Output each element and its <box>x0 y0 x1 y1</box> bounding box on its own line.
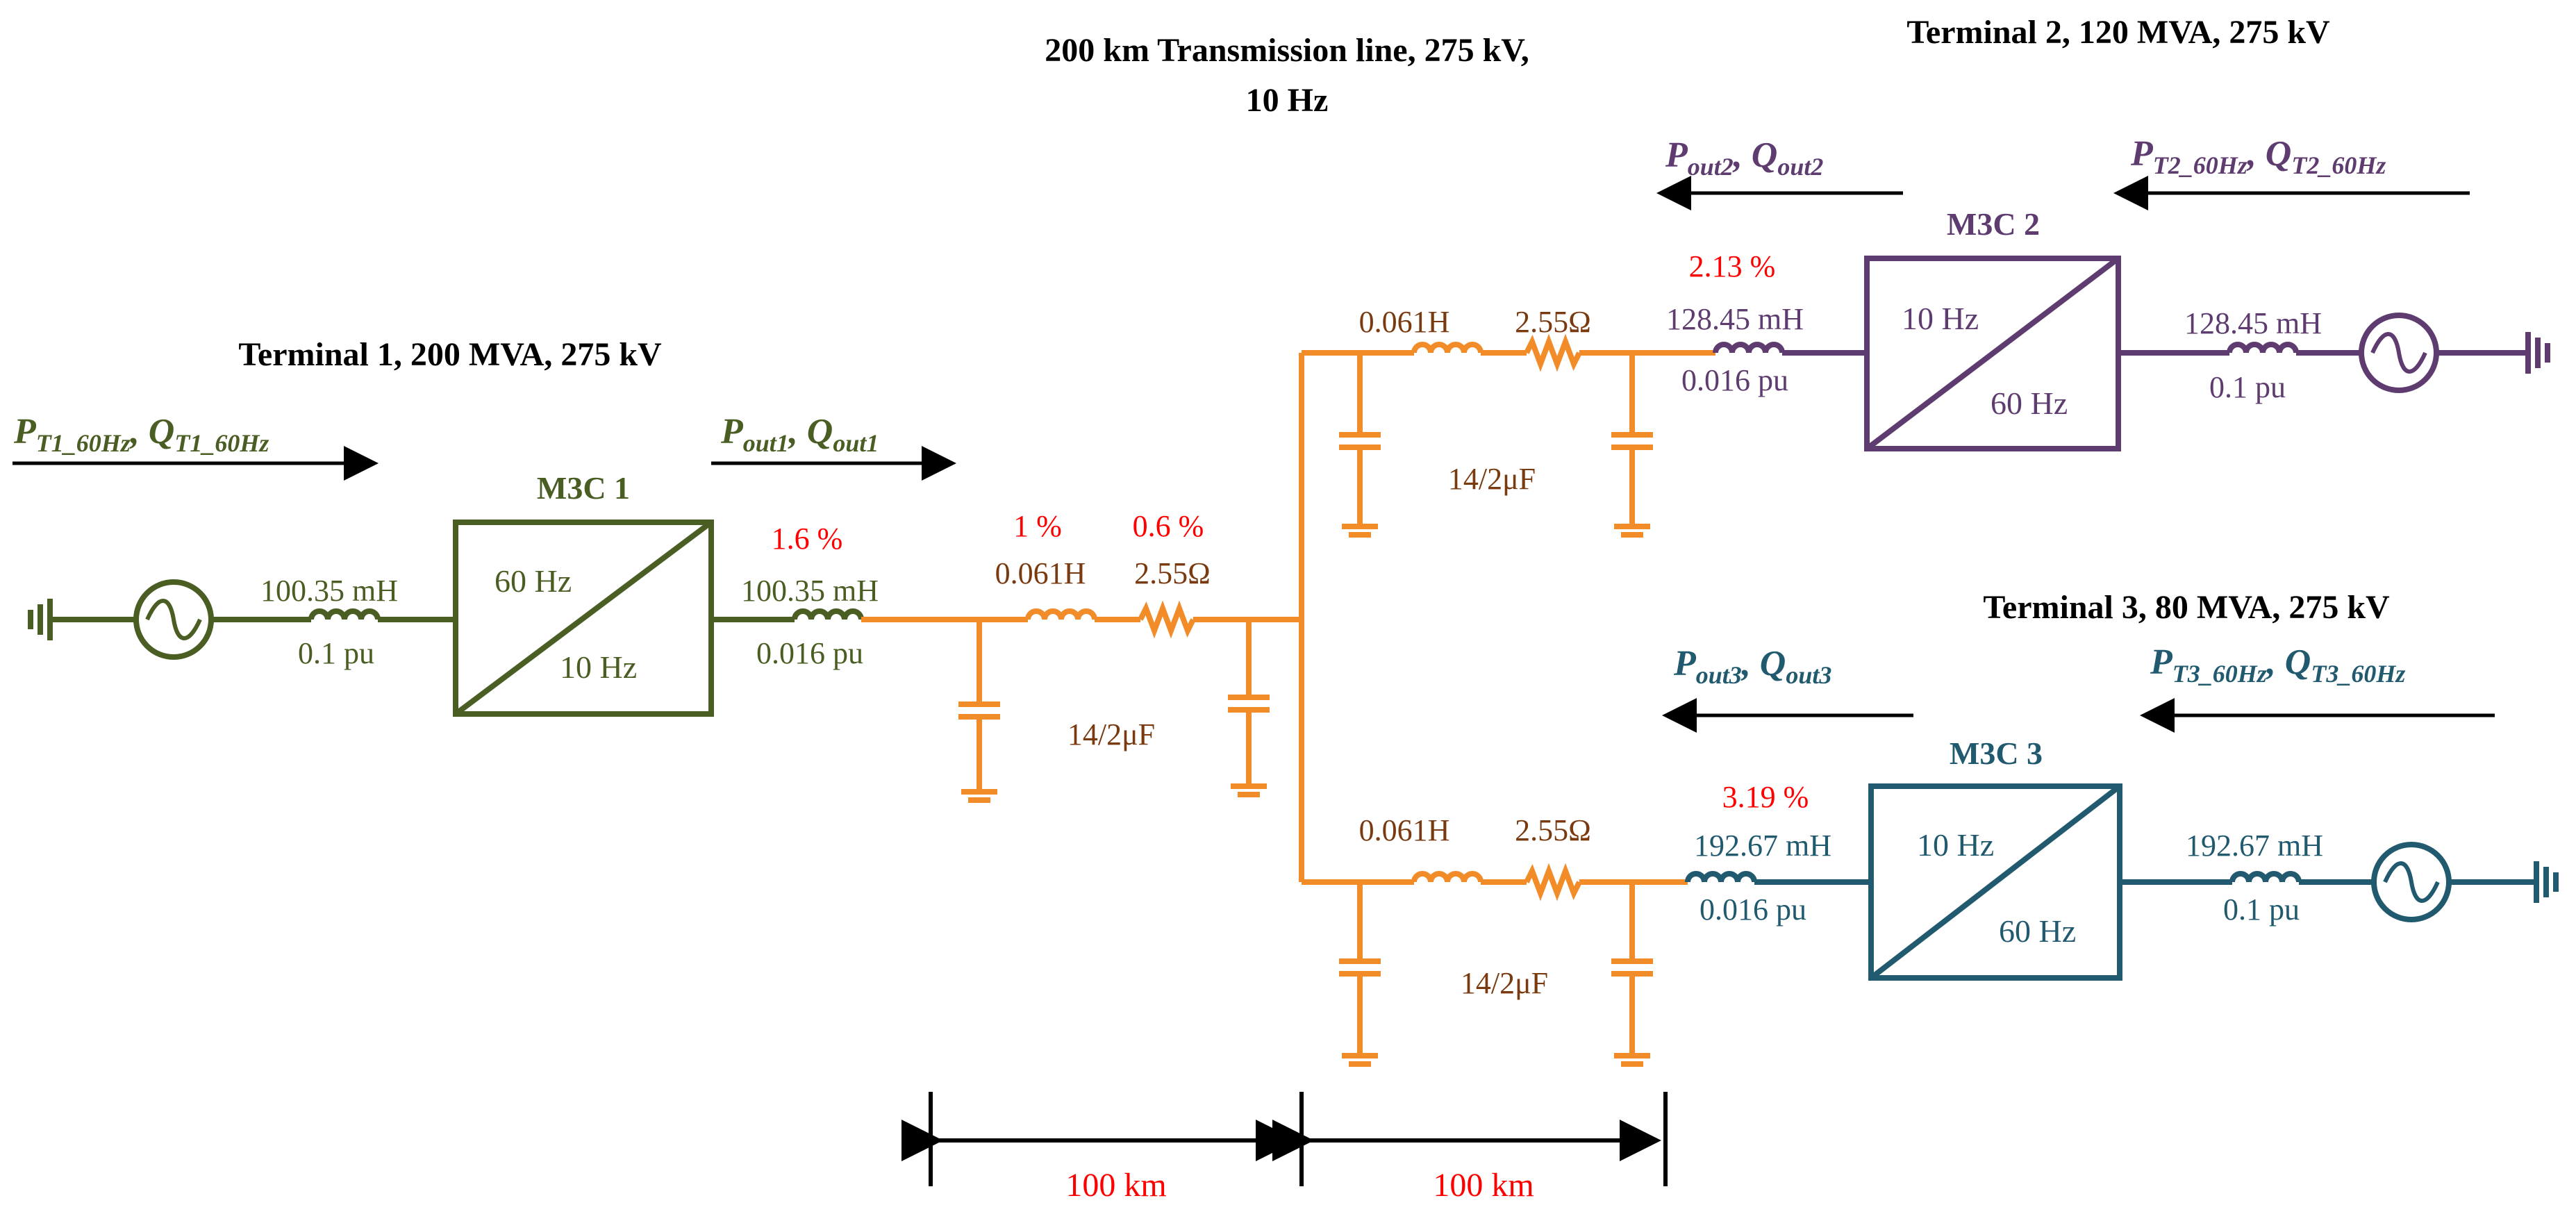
m3c1-label: M3C 1 <box>537 470 630 506</box>
m3c1-freq-in: 60 Hz <box>495 563 572 599</box>
t2-converter-inductor-icon <box>1713 342 1785 354</box>
line-seg1-resistor-icon <box>1138 600 1196 639</box>
line-seg2-resistance: 2.55Ω <box>1515 305 1591 339</box>
m3c1-diagonal <box>454 520 713 717</box>
t3-input-flow: PT3_60Hz, QT3_60Hz <box>2140 642 2495 733</box>
line-seg1-inductance: 0.061H <box>995 556 1086 590</box>
distance-segment-2: 100 km <box>1433 1167 1534 1204</box>
t2-grid-inductor-icon <box>2227 342 2299 354</box>
t1-grid-inductance: 100.35 mH <box>260 574 398 608</box>
t2-input-flow: PT2_60Hz, QT2_60Hz <box>2113 134 2470 210</box>
terminal2-circuit <box>1713 256 2550 451</box>
t1-output-flow-label: Pout1, Qout1 <box>720 412 879 457</box>
terminal2-title: Terminal 2, 120 MVA, 275 kV <box>1906 14 2330 51</box>
line-seg2-capacitor-left-icon <box>1339 353 1381 538</box>
t2-ground-icon <box>2525 332 2550 374</box>
terminal3-circuit <box>1685 783 2559 981</box>
line-seg1-inductor-icon <box>1025 608 1097 620</box>
t3-input-flow-label: PT3_60Hz, QT3_60Hz <box>2150 642 2405 688</box>
t3-grid-inductance: 192.67 mH <box>2186 829 2323 863</box>
m3c3-freq-out: 60 Hz <box>1999 913 2076 949</box>
m3c2-diagonal <box>1865 256 2120 451</box>
transmission-line <box>861 333 1715 1067</box>
t2-output-flow: Pout2, Qout2 <box>1656 135 1903 210</box>
m3c2-label: M3C 2 <box>1947 206 2040 242</box>
t3-converter-pu: 0.016 pu <box>1700 892 1806 927</box>
t2-grid-pu: 0.1 pu <box>2209 370 2286 404</box>
line-seg3-resistance: 2.55Ω <box>1515 813 1591 847</box>
line-seg1-inductance-percent: 1 % <box>1013 509 1062 543</box>
t1-ac-source-icon <box>133 579 214 660</box>
distance-markers <box>901 1092 1668 1186</box>
m3c2-freq-in: 10 Hz <box>1902 301 1979 336</box>
line-seg2-resistor-icon <box>1524 333 1582 372</box>
line-seg2-capacitor-right-icon <box>1611 353 1653 538</box>
line-seg3-inductance: 0.061H <box>1359 813 1450 847</box>
t1-converter-inductor-icon <box>792 608 864 620</box>
t1-grid-pu: 0.1 pu <box>298 636 374 670</box>
t3-ac-source-icon <box>2371 842 2452 922</box>
line-title: 200 km Transmission line, 275 kV, <box>1045 32 1529 69</box>
t1-output-flow: Pout1, Qout1 <box>711 412 956 481</box>
t2-grid-inductance: 128.45 mH <box>2184 306 2322 340</box>
t3-output-flow: Pout3, Qout3 <box>1662 644 1913 733</box>
t1-grid-inductor-icon <box>308 608 381 620</box>
line-seg3-capacitance: 14/2μF <box>1461 966 1548 1000</box>
t2-converter-inductance: 128.45 mH <box>1666 302 1804 336</box>
t1-converter-pu: 0.016 pu <box>756 636 863 670</box>
line-seg2-inductor-icon <box>1411 342 1484 354</box>
line-seg1-capacitor-left-icon <box>958 620 1000 803</box>
t2-converter-pu: 0.016 pu <box>1681 363 1788 397</box>
line-seg3-inductor-icon <box>1411 871 1484 883</box>
t3-grid-pu: 0.1 pu <box>2223 892 2300 927</box>
line-seg3-resistor-icon <box>1524 863 1582 902</box>
t2-converter-percent: 2.13 % <box>1689 249 1776 283</box>
t1-converter-inductance: 100.35 mH <box>741 574 879 608</box>
line-seg1-capacitor-right-icon <box>1228 620 1270 797</box>
m3c2-freq-out: 60 Hz <box>1991 385 2068 421</box>
line-seg2-capacitance: 14/2μF <box>1448 462 1536 496</box>
t3-grid-inductor-icon <box>2229 871 2302 883</box>
line-seg1-capacitance: 14/2μF <box>1067 717 1155 751</box>
line-seg1-resistance: 2.55Ω <box>1134 556 1211 590</box>
line-seg3-capacitor-right-icon <box>1611 882 1653 1067</box>
line-title-frequency: 10 Hz <box>1246 82 1329 119</box>
distance-segment-1: 100 km <box>1065 1167 1166 1204</box>
t1-input-flow-label: PT1_60Hz, QT1_60Hz <box>13 412 269 457</box>
m3c3-diagonal <box>1869 783 2122 981</box>
t2-output-flow-label: Pout2, Qout2 <box>1665 135 1823 181</box>
m3c3-label: M3C 3 <box>1950 736 2043 771</box>
t1-input-flow: PT1_60Hz, QT1_60Hz <box>13 412 379 481</box>
line-seg3-capacitor-left-icon <box>1339 882 1381 1067</box>
m3c3-freq-in: 10 Hz <box>1917 827 1994 863</box>
t3-converter-inductor-icon <box>1685 871 1757 883</box>
terminal1-title: Terminal 1, 200 MVA, 275 kV <box>238 336 662 373</box>
terminal3-title: Terminal 3, 80 MVA, 275 kV <box>1983 589 2390 626</box>
t3-ground-icon <box>2534 861 2559 903</box>
t3-output-flow-label: Pout3, Qout3 <box>1673 644 1831 689</box>
t2-ac-source-icon <box>2359 313 2439 393</box>
t3-converter-percent: 3.19 % <box>1722 780 1809 814</box>
line-seg1-resistance-percent: 0.6 % <box>1133 509 1204 543</box>
t1-converter-percent: 1.6 % <box>772 522 843 556</box>
t1-ground-icon <box>28 599 81 640</box>
line-seg2-inductance: 0.061H <box>1359 305 1450 339</box>
m3c1-freq-out: 10 Hz <box>560 649 637 685</box>
terminal1-circuit <box>28 520 864 717</box>
t3-converter-inductance: 192.67 mH <box>1694 829 1831 863</box>
t2-input-flow-label: PT2_60Hz, QT2_60Hz <box>2130 134 2386 179</box>
